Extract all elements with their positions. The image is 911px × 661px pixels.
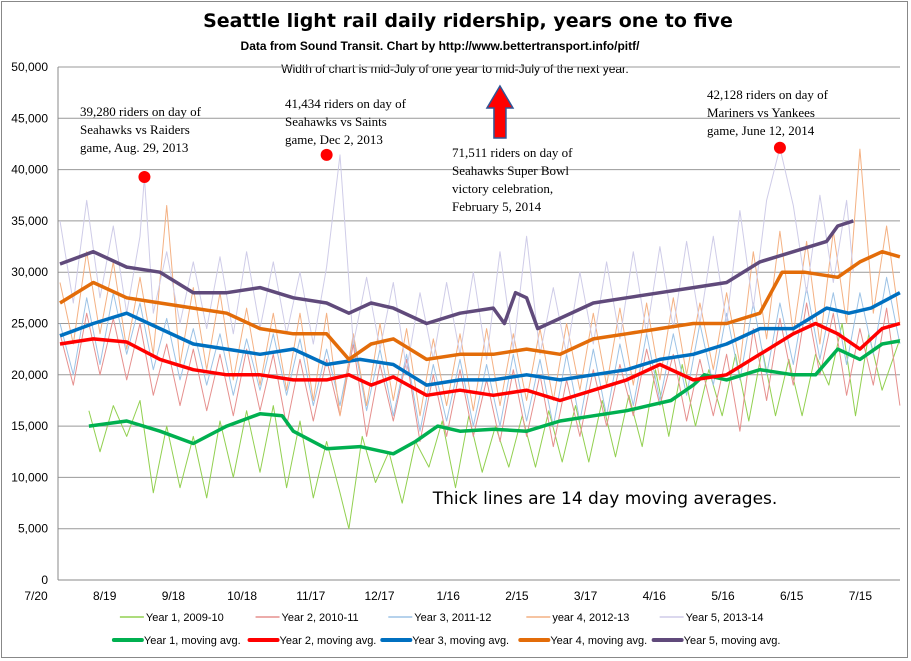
- daily-line-year-2: [59, 302, 901, 448]
- y-tick-label: 25,000: [11, 317, 48, 331]
- annotation: 71,511 riders on day of Seahawks Super Bo…: [452, 84, 573, 214]
- legend-label: Year 1, 2009-10: [146, 612, 224, 624]
- annotation-marker: [320, 148, 333, 161]
- annotation-marker: [138, 170, 151, 183]
- x-tick-label: 9/18: [162, 589, 186, 603]
- annotation: 41,434 riders on day of Seahawks vs Saint…: [285, 96, 407, 161]
- y-tick-label: 10,000: [11, 470, 48, 484]
- legend-label: Year 3, 2011-12: [414, 612, 491, 624]
- annotation-text: Seahawks vs Raiders: [80, 122, 190, 137]
- moving-avg-line-year-3: [59, 291, 901, 387]
- annotation-text: game, June 12, 2014: [707, 123, 815, 138]
- x-tick-label: 11/17: [296, 589, 325, 603]
- daily-line-year-5: [59, 147, 854, 371]
- legend-label: year 4, 2012-13: [552, 612, 629, 624]
- y-tick-label: 50,000: [11, 60, 48, 74]
- legend-label: Year 2, moving avg.: [280, 635, 377, 647]
- chart-subtitle: Data from Sound Transit. Chart by http:/…: [241, 39, 641, 53]
- annotation-text: 39,280 riders on day of: [80, 104, 202, 119]
- chart-title: Seattle light rail daily ridership, year…: [203, 10, 733, 32]
- x-tick-label: 4/16: [643, 589, 667, 603]
- legend-label: Year 5, 2013-14: [686, 612, 764, 624]
- moving-average-note: Thick lines are 14 day moving averages.: [432, 489, 778, 509]
- annotation-text: 41,434 riders on day of: [285, 96, 407, 111]
- x-tick-label: 12/17: [364, 589, 394, 603]
- y-tick-label: 15,000: [11, 419, 48, 433]
- x-tick-label: 7/15: [849, 589, 873, 603]
- x-tick-label: 8/19: [93, 589, 117, 603]
- x-tick-label: 1/16: [437, 589, 461, 603]
- annotation-text: Mariners vs Yankees: [707, 105, 815, 120]
- y-tick-label: 45,000: [11, 111, 48, 125]
- annotation: 42,128 riders on day of Mariners vs Yanke…: [707, 87, 829, 154]
- annotation-text: game, Dec 2, 2013: [285, 132, 383, 147]
- y-tick-label: 30,000: [11, 265, 48, 279]
- annotation-text: 71,511 riders on day of: [452, 145, 573, 160]
- annotation-text: Seahawks vs Saints: [285, 114, 387, 129]
- x-tick-label: 2/15: [505, 589, 529, 603]
- x-tick-label: 3/17: [574, 589, 598, 603]
- legend-label: Year 1, moving avg.: [144, 635, 241, 647]
- legend-label: Year 5, moving avg.: [684, 635, 781, 647]
- moving-avg-line-year-4: [59, 249, 901, 362]
- annotation-marker: [773, 141, 786, 154]
- x-tick-label: 10/18: [227, 589, 257, 603]
- arrow-up-icon: [485, 84, 515, 139]
- legend-label: Year 4, moving avg.: [550, 635, 647, 647]
- x-tick-label: 6/15: [780, 589, 804, 603]
- y-tick-label: 40,000: [11, 163, 48, 177]
- annotation-text: 42,128 riders on day of: [707, 87, 829, 102]
- moving-avg-line-year-5: [59, 219, 854, 331]
- annotation-text: Seahawks Super Bowl: [452, 163, 569, 178]
- chart-subtitle-2: Width of chart is mid-July of one year t…: [281, 62, 628, 76]
- legend-label: Year 2, 2010-11: [282, 612, 359, 624]
- x-tick-label: 5/16: [711, 589, 735, 603]
- y-tick-label: 0: [41, 573, 48, 587]
- daily-line-year-3: [59, 276, 901, 432]
- y-tick-label: 20,000: [11, 368, 48, 382]
- moving-avg-line-year-2: [59, 321, 901, 403]
- annotation-text: victory celebration,: [452, 181, 553, 196]
- y-tick-label: 5,000: [18, 522, 48, 536]
- annotation-text: game, Aug. 29, 2013: [80, 140, 188, 155]
- daily-line-year-4: [59, 148, 901, 417]
- legend-label: Year 3, moving avg.: [412, 635, 509, 647]
- x-tick-label: 7/20: [24, 589, 48, 603]
- annotation-text: February 5, 2014: [452, 199, 542, 214]
- y-tick-label: 35,000: [11, 214, 48, 228]
- moving-avg-line-year-1: [88, 339, 901, 456]
- annotation: 39,280 riders on day of Seahawks vs Raide…: [80, 104, 202, 183]
